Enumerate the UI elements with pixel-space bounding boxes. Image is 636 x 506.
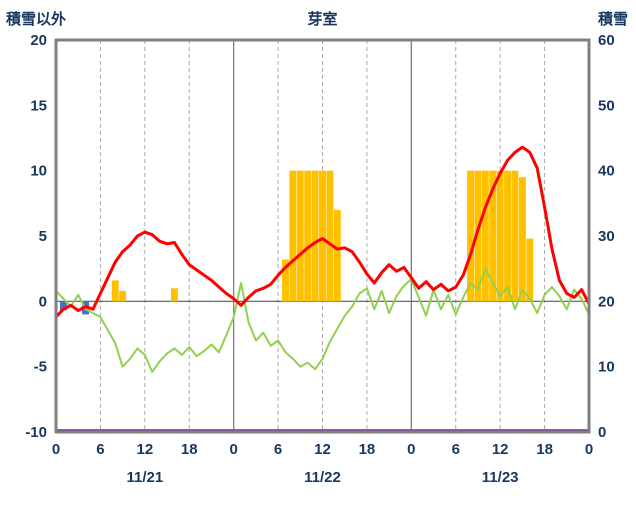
left-axis-title: 積雪以外 <box>6 11 67 28</box>
sunshine-bar <box>333 209 341 302</box>
x-axis-ticks: 0 6 12 18 0 6 12 18 0 6 12 18 0 <box>52 441 593 458</box>
left-axis-tick-label: -5 <box>34 359 47 376</box>
chart-area: 20 15 10 5 0 -5 -10 60 50 40 30 20 10 0 0 6 12 18 0 6 12 18 0 6… <box>0 32 636 506</box>
temperature-line <box>54 145 591 319</box>
right-axis-tick-label: 50 <box>598 97 615 114</box>
x-axis-tick-label: 0 <box>585 441 593 458</box>
right-axis-tick-label: 20 <box>598 293 615 310</box>
sunshine-bar <box>304 170 312 302</box>
right-axis-ticks: 60 50 40 30 20 10 0 <box>598 32 615 441</box>
x-axis-tick-label: 6 <box>96 441 104 458</box>
left-axis-tick-label: 20 <box>30 32 47 49</box>
x-axis-tick-label: 12 <box>136 441 153 458</box>
x-axis-tick-label: 0 <box>52 441 60 458</box>
right-axis-tick-label: 30 <box>598 228 615 245</box>
sunshine-bars <box>111 170 534 302</box>
chart-header: 積雪以外 芽室 積雪 <box>0 6 636 34</box>
right-axis-tick-label: 10 <box>598 359 615 376</box>
left-axis-tick-label: 15 <box>30 97 47 114</box>
chart-title: 芽室 <box>307 11 338 28</box>
sunshine-bar <box>326 170 334 302</box>
day-label: 11/21 <box>126 469 163 486</box>
sunshine-bar <box>119 290 127 302</box>
green-line <box>55 267 590 373</box>
day-label: 11/22 <box>304 469 341 486</box>
sunshine-bar <box>319 170 326 302</box>
day-labels: 11/21 11/22 11/23 <box>126 469 518 486</box>
sunshine-bar <box>170 288 178 302</box>
sunshine-bar <box>282 259 289 302</box>
sunshine-bar <box>311 170 319 302</box>
temperature-line <box>54 145 591 319</box>
sunshine-bar <box>511 170 519 302</box>
x-axis-tick-label: 12 <box>314 441 331 458</box>
sunshine-bar <box>489 170 497 302</box>
sunshine-bar <box>474 170 482 302</box>
left-axis-tick-label: 5 <box>39 228 47 245</box>
x-axis-tick-label: 12 <box>492 441 509 458</box>
sunshine-bar <box>504 170 512 302</box>
right-axis-tick-label: 0 <box>598 424 606 441</box>
chart-frame <box>54 38 591 434</box>
x-axis-tick-label: 6 <box>452 441 460 458</box>
x-axis-tick-label: 18 <box>181 441 198 458</box>
x-axis-tick-label: 18 <box>359 441 376 458</box>
sunshine-bar <box>289 170 297 302</box>
left-axis-tick-label: 0 <box>39 293 47 310</box>
x-axis-tick-label: 18 <box>536 441 553 458</box>
x-axis-tick-label: 0 <box>407 441 415 458</box>
green-line <box>55 267 590 373</box>
sunshine-bar <box>481 170 489 302</box>
right-axis-tick-label: 60 <box>598 32 615 49</box>
x-axis-tick-label: 6 <box>274 441 282 458</box>
x-axis-tick-label: 0 <box>229 441 237 458</box>
sunshine-bar <box>111 280 119 302</box>
left-axis-tick-label: -10 <box>25 424 47 441</box>
left-axis-ticks: 20 15 10 5 0 -5 -10 <box>25 32 47 441</box>
sunshine-bar <box>518 177 526 302</box>
right-axis-title: 積雪 <box>597 11 628 28</box>
right-axis-tick-label: 40 <box>598 163 615 180</box>
left-axis-tick-label: 10 <box>30 163 47 180</box>
day-label: 11/23 <box>482 469 519 486</box>
sunshine-bar <box>467 170 475 302</box>
precip-bar <box>59 301 67 311</box>
sunshine-bar <box>526 238 534 302</box>
sunshine-bar <box>296 170 304 302</box>
sunshine-bar <box>496 170 504 302</box>
